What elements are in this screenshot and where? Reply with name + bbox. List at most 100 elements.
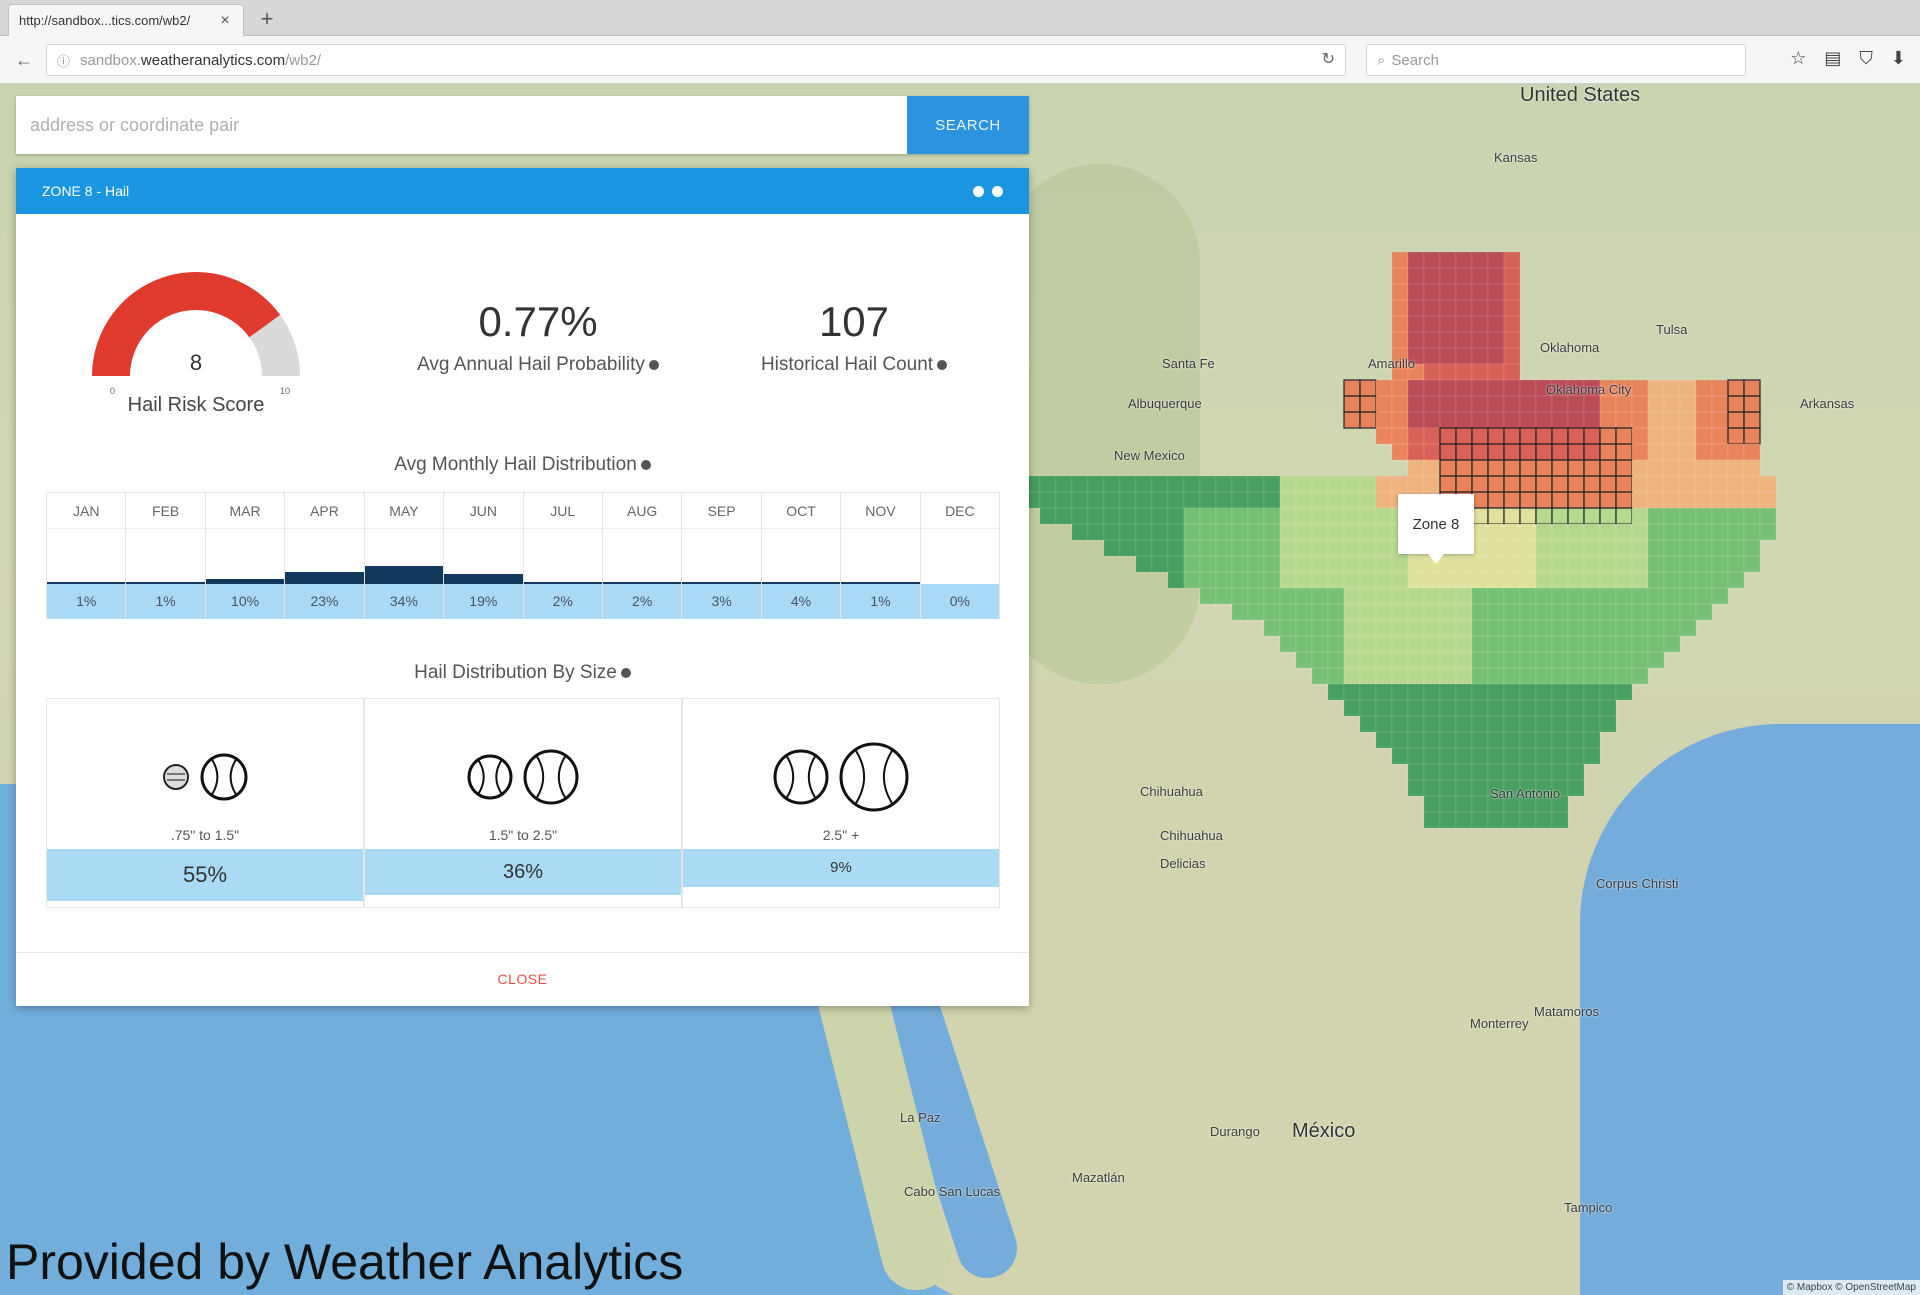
- hail-grid-cell[interactable]: [1135, 539, 1153, 557]
- hail-grid-cell[interactable]: [1135, 523, 1153, 541]
- hail-grid-cell[interactable]: [1695, 571, 1713, 589]
- hail-grid-cell[interactable]: [1599, 635, 1617, 653]
- hail-grid-cell[interactable]: [1119, 539, 1137, 557]
- hail-grid-cell[interactable]: [1567, 459, 1585, 477]
- hail-grid-cell[interactable]: [1599, 587, 1617, 605]
- hail-grid-cell[interactable]: [1567, 699, 1585, 717]
- hail-grid-cell[interactable]: [1487, 491, 1505, 509]
- hail-grid-cell[interactable]: [1391, 283, 1409, 301]
- hail-grid-cell[interactable]: [1423, 283, 1441, 301]
- hail-grid-cell[interactable]: [1295, 523, 1313, 541]
- hail-grid-cell[interactable]: [1391, 683, 1409, 701]
- hail-grid-cell[interactable]: [1311, 667, 1329, 685]
- hail-grid-cell[interactable]: [1263, 587, 1281, 605]
- hail-grid-cell[interactable]: [1471, 251, 1489, 269]
- hail-grid-cell[interactable]: [1471, 571, 1489, 589]
- hail-grid-cell[interactable]: [1375, 379, 1393, 397]
- hail-grid-cell[interactable]: [1615, 475, 1633, 493]
- hail-grid-cell[interactable]: [1487, 379, 1505, 397]
- hail-grid-cell[interactable]: [1439, 699, 1457, 717]
- hail-grid-cell[interactable]: [1487, 587, 1505, 605]
- hail-grid-cell[interactable]: [1455, 603, 1473, 621]
- hail-grid-cell[interactable]: [1311, 587, 1329, 605]
- hail-grid-cell[interactable]: [1247, 571, 1265, 589]
- hail-grid-cell[interactable]: [1679, 539, 1697, 557]
- hail-grid-cell[interactable]: [1503, 347, 1521, 365]
- hail-grid-cell[interactable]: [1359, 571, 1377, 589]
- hail-grid-cell[interactable]: [1391, 715, 1409, 733]
- hail-grid-cell[interactable]: [1487, 635, 1505, 653]
- hail-grid-cell[interactable]: [1487, 763, 1505, 781]
- hail-grid-cell[interactable]: [1647, 619, 1665, 637]
- address-bar[interactable]: ⓘ sandbox. weatheranalytics.com/wb2/ ↻: [46, 44, 1346, 76]
- hail-grid-cell[interactable]: [1519, 555, 1537, 573]
- hail-grid-cell[interactable]: [1279, 571, 1297, 589]
- hail-grid-cell[interactable]: [1599, 491, 1617, 509]
- hail-grid-cell[interactable]: [1615, 603, 1633, 621]
- hail-grid-cell[interactable]: [1279, 635, 1297, 653]
- hail-grid-cell[interactable]: [1119, 475, 1137, 493]
- hail-grid-cell[interactable]: [1263, 491, 1281, 509]
- hail-grid-cell[interactable]: [1407, 283, 1425, 301]
- pocket-icon[interactable]: ⛉: [1859, 48, 1873, 68]
- hail-grid-cell[interactable]: [1439, 411, 1457, 429]
- new-tab-icon[interactable]: +: [260, 6, 274, 31]
- hail-grid-cell[interactable]: [1535, 507, 1553, 525]
- hail-grid-cell[interactable]: [1439, 683, 1457, 701]
- hail-grid-cell[interactable]: [1327, 523, 1345, 541]
- hail-grid-cell[interactable]: [1503, 475, 1521, 493]
- hail-grid-cell[interactable]: [1199, 507, 1217, 525]
- hail-grid-cell[interactable]: [1039, 475, 1057, 493]
- hail-grid-cell[interactable]: [1647, 507, 1665, 525]
- hail-grid-cell[interactable]: [1503, 315, 1521, 333]
- hail-grid-cell[interactable]: [1151, 539, 1169, 557]
- hail-grid-cell[interactable]: [1663, 587, 1681, 605]
- hail-grid-cell[interactable]: [1487, 571, 1505, 589]
- hail-grid-cell[interactable]: [1359, 395, 1377, 413]
- hail-grid-cell[interactable]: [1455, 811, 1473, 829]
- hail-grid-cell[interactable]: [1615, 651, 1633, 669]
- hail-grid-cell[interactable]: [1423, 267, 1441, 285]
- hail-grid-cell[interactable]: [1471, 459, 1489, 477]
- hail-grid-cell[interactable]: [1423, 475, 1441, 493]
- hail-grid-cell[interactable]: [1135, 475, 1153, 493]
- hail-grid-cell[interactable]: [1599, 715, 1617, 733]
- hail-grid-cell[interactable]: [1759, 523, 1777, 541]
- hail-grid-cell[interactable]: [1359, 507, 1377, 525]
- hail-grid-cell[interactable]: [1535, 395, 1553, 413]
- hail-grid-cell[interactable]: [1471, 395, 1489, 413]
- hail-grid-cell[interactable]: [1407, 571, 1425, 589]
- hail-grid-cell[interactable]: [1519, 619, 1537, 637]
- hail-grid-cell[interactable]: [1167, 523, 1185, 541]
- hail-grid-cell[interactable]: [1231, 539, 1249, 557]
- hail-grid-cell[interactable]: [1743, 411, 1761, 429]
- hail-grid-cell[interactable]: [1583, 395, 1601, 413]
- hail-grid-cell[interactable]: [1455, 267, 1473, 285]
- hail-grid-cell[interactable]: [1151, 555, 1169, 573]
- browser-search-field[interactable]: ⌕ Search: [1366, 44, 1746, 76]
- hail-grid-cell[interactable]: [1583, 699, 1601, 717]
- hail-grid-cell[interactable]: [1439, 635, 1457, 653]
- hail-grid-cell[interactable]: [1615, 523, 1633, 541]
- hail-grid-cell[interactable]: [1567, 779, 1585, 797]
- hail-grid-cell[interactable]: [1519, 491, 1537, 509]
- hail-grid-cell[interactable]: [1215, 491, 1233, 509]
- hail-grid-cell[interactable]: [1503, 555, 1521, 573]
- hail-grid-cell[interactable]: [1103, 539, 1121, 557]
- hail-grid-cell[interactable]: [1519, 635, 1537, 653]
- hail-grid-cell[interactable]: [1519, 731, 1537, 749]
- hail-grid-cell[interactable]: [1679, 475, 1697, 493]
- hail-grid-cell[interactable]: [1263, 571, 1281, 589]
- hail-grid-cell[interactable]: [1279, 475, 1297, 493]
- hail-grid-cell[interactable]: [1487, 427, 1505, 445]
- hail-grid-cell[interactable]: [1407, 379, 1425, 397]
- hail-grid-cell[interactable]: [1583, 491, 1601, 509]
- hail-grid-cell[interactable]: [1407, 427, 1425, 445]
- hail-grid-cell[interactable]: [1487, 523, 1505, 541]
- hail-grid-cell[interactable]: [1375, 699, 1393, 717]
- hail-grid-cell[interactable]: [1743, 539, 1761, 557]
- hail-grid-cell[interactable]: [1743, 379, 1761, 397]
- hail-grid-cell[interactable]: [1551, 635, 1569, 653]
- hail-grid-cell[interactable]: [1167, 507, 1185, 525]
- hail-grid-cell[interactable]: [1391, 411, 1409, 429]
